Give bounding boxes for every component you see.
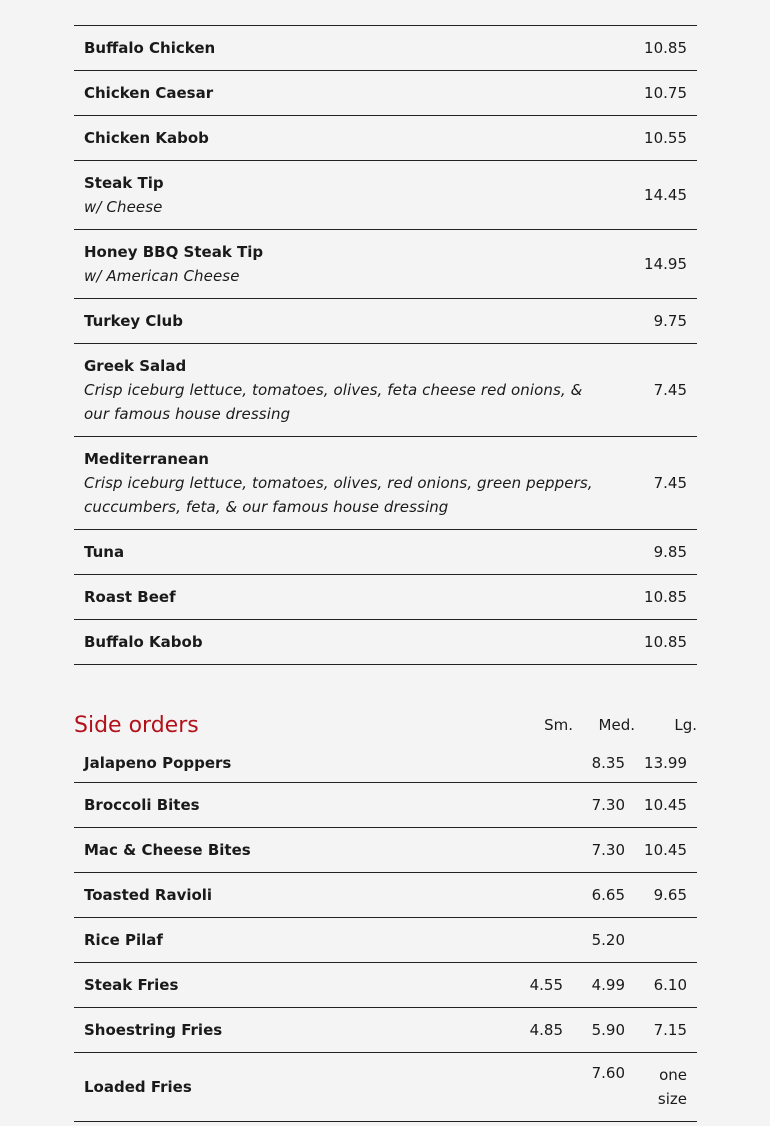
item-price: 7.45 [653,474,687,492]
price-lg: 7.15 [653,1021,687,1039]
item-name: Jalapeno Poppers [84,754,232,772]
price-med: 5.90 [591,1021,625,1039]
side-order-item: Mac & Cheese Bites 7.30 10.45 [74,828,697,873]
item-price: 10.75 [644,84,687,102]
item-info: Tuna [84,540,607,564]
item-name: Shoestring Fries [84,1021,223,1039]
item-description: Crisp iceburg lettuce, tomatoes, olives,… [84,381,583,423]
item-info: Greek Salad Crisp iceburg lettuce, tomato… [84,354,607,426]
price-lg: one size [657,1066,687,1108]
price-lg: 9.65 [653,886,687,904]
item-name: Turkey Club [84,312,183,330]
price-lg: 6.10 [653,976,687,994]
item-name: Mac & Cheese Bites [84,841,251,859]
item-info: Chicken Caesar [84,81,607,105]
menu-item: Tuna 9.85 [74,530,697,575]
menu-item: Steak Tip w/ Cheese 14.45 [74,161,697,230]
main-menu-list: smothered with our delicious hummus Buffa… [74,0,697,665]
item-price: 10.85 [644,588,687,606]
price-sm: 4.55 [529,976,563,994]
side-orders-section: Side orders Sm. Med. Lg. Jalapeno Popper… [74,706,697,1122]
menu-item: Turkey Club 9.75 [74,299,697,344]
price-med: 5.20 [591,931,625,949]
item-info: smothered with our delicious hummus [84,0,607,5]
item-name: Tuna [84,543,125,561]
menu-item: Chicken Caesar 10.75 [74,71,697,116]
price-lg: 10.45 [644,796,687,814]
item-name: Toasted Ravioli [84,886,213,904]
item-info: Buffalo Kabob [84,630,607,654]
column-header-sm: Sm. [544,716,573,734]
price-med: 8.35 [591,754,625,772]
item-name: Steak Fries [84,976,179,994]
side-order-item: Loaded Fries 7.60 one size [74,1053,697,1122]
menu-item: Chicken Kabob 10.55 [74,116,697,161]
item-name: Mediterranean [84,450,209,468]
price-med: 6.65 [591,886,625,904]
item-name: Chicken Caesar [84,84,214,102]
menu-item: Buffalo Kabob 10.85 [74,620,697,665]
column-header-med: Med. [598,716,635,734]
item-price: 10.85 [644,39,687,57]
side-order-item: Jalapeno Poppers 8.35 13.99 [74,744,697,783]
item-name: Rice Pilaf [84,931,163,949]
item-description: w/ American Cheese [84,267,240,285]
item-description: w/ Cheese [84,198,163,216]
item-name: Chicken Kabob [84,129,209,147]
side-order-item: Steak Fries 4.55 4.99 6.10 [74,963,697,1008]
section-title: Side orders [74,712,199,738]
side-order-item: Toasted Ravioli 6.65 9.65 [74,873,697,918]
column-header-lg: Lg. [674,716,697,734]
item-info: Turkey Club [84,309,607,333]
item-name: Loaded Fries [84,1078,192,1096]
item-info: Roast Beef [84,585,607,609]
item-price: 10.55 [644,129,687,147]
item-price: 7.45 [653,381,687,399]
item-price: 14.95 [644,255,687,273]
price-sm: 4.85 [529,1021,563,1039]
menu-item: Buffalo Chicken 10.85 [74,26,697,71]
item-description: smothered with our delicious hummus [84,0,607,5]
menu-item: Mediterranean Crisp iceburg lettuce, toma… [74,437,697,530]
item-name: Roast Beef [84,588,176,606]
item-name: Buffalo Kabob [84,633,203,651]
item-price: 9.75 [653,312,687,330]
item-info: Buffalo Chicken [84,36,607,60]
menu-item: Roast Beef 10.85 [74,575,697,620]
menu-item: smothered with our delicious hummus [74,0,697,26]
item-info: Chicken Kabob [84,126,607,150]
price-lg: 10.45 [644,841,687,859]
menu-item: Honey BBQ Steak Tip w/ American Cheese 14.… [74,230,697,299]
price-med: 7.30 [591,796,625,814]
price-med: 7.60 [591,1064,625,1082]
item-price: 10.85 [644,633,687,651]
item-name: Honey BBQ Steak Tip [84,243,264,261]
item-name: Steak Tip [84,174,164,192]
item-name: Greek Salad [84,357,187,375]
side-order-item: Broccoli Bites 7.30 10.45 [74,783,697,828]
item-price: 9.85 [653,543,687,561]
item-info: Mediterranean Crisp iceburg lettuce, toma… [84,447,607,519]
side-orders-list: Jalapeno Poppers 8.35 13.99 Broccoli Bite… [74,744,697,1122]
price-med: 7.30 [591,841,625,859]
item-info: Steak Tip w/ Cheese [84,171,607,219]
side-order-item: Rice Pilaf 5.20 [74,918,697,963]
item-name: Buffalo Chicken [84,39,216,57]
side-orders-header: Side orders Sm. Med. Lg. [74,706,697,744]
price-lg: 13.99 [644,754,687,772]
item-info: Honey BBQ Steak Tip w/ American Cheese [84,240,607,288]
price-med: 4.99 [591,976,625,994]
item-price: 14.45 [644,186,687,204]
item-name: Broccoli Bites [84,796,200,814]
menu-item: Greek Salad Crisp iceburg lettuce, tomato… [74,344,697,437]
item-description: Crisp iceburg lettuce, tomatoes, olives,… [84,474,593,516]
side-order-item: Shoestring Fries 4.85 5.90 7.15 [74,1008,697,1053]
